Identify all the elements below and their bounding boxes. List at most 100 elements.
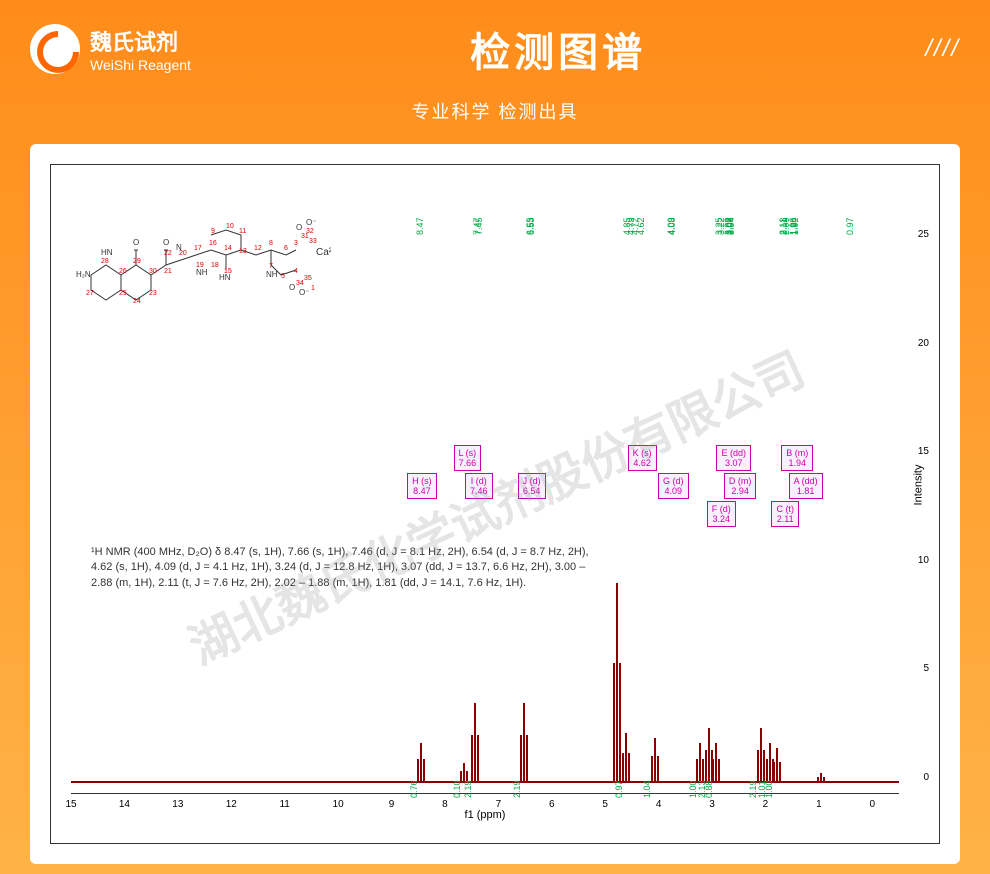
- spectrum-peak: [696, 759, 698, 783]
- integration-value: 1.00: [764, 780, 774, 798]
- svg-text:7: 7: [269, 263, 273, 270]
- spectrum-peak: [769, 743, 771, 783]
- svg-text:O: O: [289, 283, 295, 292]
- peak-box: A (dd)1.81: [789, 473, 823, 499]
- subtitle: 专业科学 检测出具: [0, 88, 990, 144]
- integration-value: 0.10: [452, 780, 462, 798]
- spectrum-peak: [699, 743, 701, 783]
- svg-text:H₂N: H₂N: [76, 270, 91, 279]
- x-tick: 1: [816, 799, 822, 810]
- spectrum-peak: [523, 703, 525, 783]
- peak-value-label: 3.04: [726, 217, 736, 235]
- spectrum-peak: [526, 735, 528, 783]
- x-tick: 2: [763, 799, 769, 810]
- svg-text:4: 4: [294, 268, 298, 275]
- spectrum-peak: [613, 663, 615, 783]
- ion-label: Ca²⁺: [316, 247, 331, 258]
- peak-value-label: 8.47: [415, 217, 425, 235]
- x-tick: 5: [602, 799, 608, 810]
- svg-text:35: 35: [304, 275, 312, 282]
- peak-value-label: 4.08: [667, 217, 677, 235]
- x-tick: 9: [389, 799, 395, 810]
- svg-text:13: 13: [239, 248, 247, 255]
- x-tick: 4: [656, 799, 662, 810]
- svg-text:O⁻: O⁻: [299, 288, 309, 297]
- header: 魏氏试剂 WeiShi Reagent 检测图谱 ////: [0, 0, 990, 88]
- spectrum-peak: [760, 728, 762, 783]
- x-tick: 15: [65, 799, 76, 810]
- y-tick: 15: [918, 446, 929, 457]
- x-tick: 6: [549, 799, 555, 810]
- spectrum-peak: [423, 759, 425, 783]
- page-title: 检测图谱: [191, 20, 925, 78]
- logo-en: WeiShi Reagent: [90, 57, 191, 73]
- decorative-stripes: ////: [925, 35, 960, 63]
- spectrum-peak: [471, 735, 473, 783]
- svg-text:14: 14: [224, 245, 232, 252]
- svg-text:NH: NH: [196, 268, 208, 277]
- x-tick: 13: [172, 799, 183, 810]
- integration-value: 0.88: [704, 780, 714, 798]
- svg-text:27: 27: [86, 290, 94, 297]
- nmr-chart: 2728 2625 2924 3023 2221 2017 1619 1814 …: [50, 164, 940, 844]
- spectrum-peak: [654, 738, 656, 783]
- peak-assignment-boxes: H (s)8.47 L (s)7.66I (d)7.46 J (d)6.54 K (s…: [51, 445, 939, 525]
- y-tick: 10: [918, 555, 929, 566]
- y-tick: 20: [918, 338, 929, 349]
- spectrum-peak: [779, 762, 781, 783]
- spectrum-peak: [657, 756, 659, 783]
- logo-cn: 魏氏试剂: [90, 25, 191, 57]
- peak-box: L (s)7.66: [454, 445, 482, 471]
- svg-text:22: 22: [164, 250, 172, 257]
- integration-value: 1.04: [642, 780, 652, 798]
- x-tick: 12: [226, 799, 237, 810]
- peak-box: F (d)3.24: [707, 501, 736, 527]
- spectrum-peak: [616, 583, 618, 783]
- spectrum-peak: [625, 733, 627, 783]
- peak-box: I (d)7.46: [465, 473, 493, 499]
- logo-text: 魏氏试剂 WeiShi Reagent: [90, 25, 191, 73]
- svg-text:29: 29: [133, 258, 141, 265]
- svg-text:5: 5: [281, 273, 285, 280]
- spectrum-peak: [715, 743, 717, 783]
- nmr-line-2: 4.62 (s, 1H), 4.09 (d, J = 4.1 Hz, 1H), …: [91, 560, 791, 575]
- peak-value-label: 7.45: [474, 217, 484, 235]
- svg-text:HN: HN: [219, 273, 231, 282]
- spectrum-peak: [817, 777, 819, 783]
- logo-icon: [30, 24, 80, 74]
- peak-box: J (d)6.54: [518, 473, 546, 499]
- svg-text:26: 26: [119, 268, 127, 275]
- spectrum-plot: [71, 583, 899, 783]
- peak-labels-top: 8.477.477.456.556.534.854.794.724.624.09…: [51, 175, 939, 235]
- spectrum-peak: [702, 759, 704, 783]
- svg-text:25: 25: [119, 290, 127, 297]
- svg-text:28: 28: [101, 258, 109, 265]
- x-tick: 7: [496, 799, 502, 810]
- svg-text:34: 34: [296, 280, 304, 287]
- y-tick: 5: [923, 663, 929, 674]
- peak-value-label: 0.97: [845, 217, 855, 235]
- x-tick: 14: [119, 799, 130, 810]
- spectrum-peak: [651, 756, 653, 783]
- peak-box: D (m)2.94: [724, 473, 757, 499]
- svg-text:24: 24: [133, 298, 141, 305]
- spectrum-peak: [766, 759, 768, 783]
- x-axis-label: f1 (ppm): [465, 809, 506, 821]
- peak-box: K (s)4.62: [628, 445, 657, 471]
- peak-box: H (s)8.47: [407, 473, 437, 499]
- x-tick: 10: [333, 799, 344, 810]
- peak-value-label: 4.62: [636, 217, 646, 235]
- spectrum-peak: [823, 777, 825, 783]
- spectrum-peak: [420, 743, 422, 783]
- spectrum-peak: [712, 759, 714, 783]
- y-axis-label: Intensity: [913, 465, 925, 506]
- svg-text:O: O: [163, 238, 169, 247]
- svg-text:3: 3: [294, 240, 298, 247]
- peak-value-label: 6.53: [526, 217, 536, 235]
- svg-text:8: 8: [269, 240, 273, 247]
- spectrum-peak: [619, 663, 621, 783]
- svg-text:1: 1: [311, 285, 315, 292]
- y-tick: 0: [923, 772, 929, 783]
- chart-container: 2728 2625 2924 3023 2221 2017 1619 1814 …: [30, 144, 960, 864]
- spectrum-peak: [708, 728, 710, 783]
